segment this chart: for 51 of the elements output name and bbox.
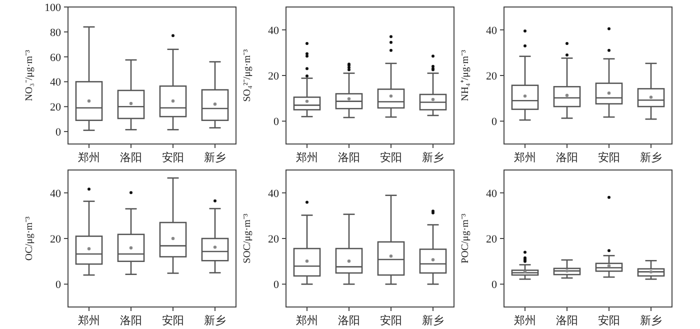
x-tick-label: 郑州	[296, 314, 318, 327]
y-axis-title: NO₃⁻/μg·m⁻³	[24, 50, 35, 102]
y-tick-label: 100	[44, 2, 62, 14]
y-tick-label: 0	[274, 116, 280, 128]
y-tick-label: 20	[486, 70, 498, 82]
x-tick-label: 洛阳	[338, 152, 360, 164]
y-axis-title: NH₄⁺/μg·m⁻³	[460, 50, 471, 102]
x-tick-label: 郑州	[514, 314, 536, 327]
y-axis-title: SOC/μg·m⁻³	[242, 214, 253, 264]
x-tick-label: 郑州	[514, 151, 536, 164]
y-tick-label: 40	[50, 76, 62, 89]
x-tick-label: 新乡	[640, 151, 662, 164]
y-tick-label: 0	[56, 126, 62, 139]
y-tick-label: 60	[50, 52, 62, 64]
x-tick-label: 洛阳	[120, 152, 142, 164]
x-tick-label: 新乡	[422, 314, 444, 327]
y-tick-label: 20	[50, 234, 62, 246]
y-tick-label: 0	[274, 279, 280, 292]
x-tick-label: 洛阳	[120, 315, 142, 327]
y-axis-title: OC/μg·m⁻³	[24, 216, 35, 261]
x-tick-label: 洛阳	[556, 152, 578, 164]
x-tick-label: 洛阳	[556, 315, 578, 327]
x-tick-label: 新乡	[640, 314, 662, 327]
y-axis-title: POC/μg·m⁻³	[460, 214, 471, 264]
y-tick-label: 40	[50, 188, 62, 200]
x-tick-label: 安阳	[380, 151, 402, 164]
y-tick-label: 20	[50, 102, 62, 114]
x-tick-label: 安阳	[162, 314, 184, 327]
y-tick-label: 80	[50, 26, 62, 39]
y-tick-label: 40	[268, 24, 280, 37]
y-tick-label: 20	[268, 70, 280, 82]
y-tick-label: 40	[486, 24, 498, 37]
x-tick-label: 郑州	[296, 151, 318, 164]
y-tick-label: 20	[486, 234, 498, 246]
x-tick-label: 郑州	[78, 314, 100, 327]
y-axis-title: SO₄²⁻/μg·m⁻³	[242, 49, 253, 102]
x-tick-label: 安阳	[598, 314, 620, 327]
y-tick-label: 0	[492, 116, 498, 128]
x-tick-label: 新乡	[422, 151, 444, 164]
x-tick-label: 新乡	[204, 151, 226, 164]
y-tick-label: 20	[268, 234, 280, 246]
y-tick-label: 0	[56, 279, 62, 292]
x-tick-label: 安阳	[162, 151, 184, 164]
x-tick-label: 安阳	[598, 151, 620, 164]
y-tick-label: 40	[268, 188, 280, 200]
y-tick-label: 40	[486, 188, 498, 200]
y-tick-label: 0	[492, 279, 498, 292]
x-tick-label: 郑州	[78, 151, 100, 164]
x-tick-label: 安阳	[380, 314, 402, 327]
x-tick-label: 洛阳	[338, 315, 360, 327]
x-tick-label: 新乡	[204, 314, 226, 327]
